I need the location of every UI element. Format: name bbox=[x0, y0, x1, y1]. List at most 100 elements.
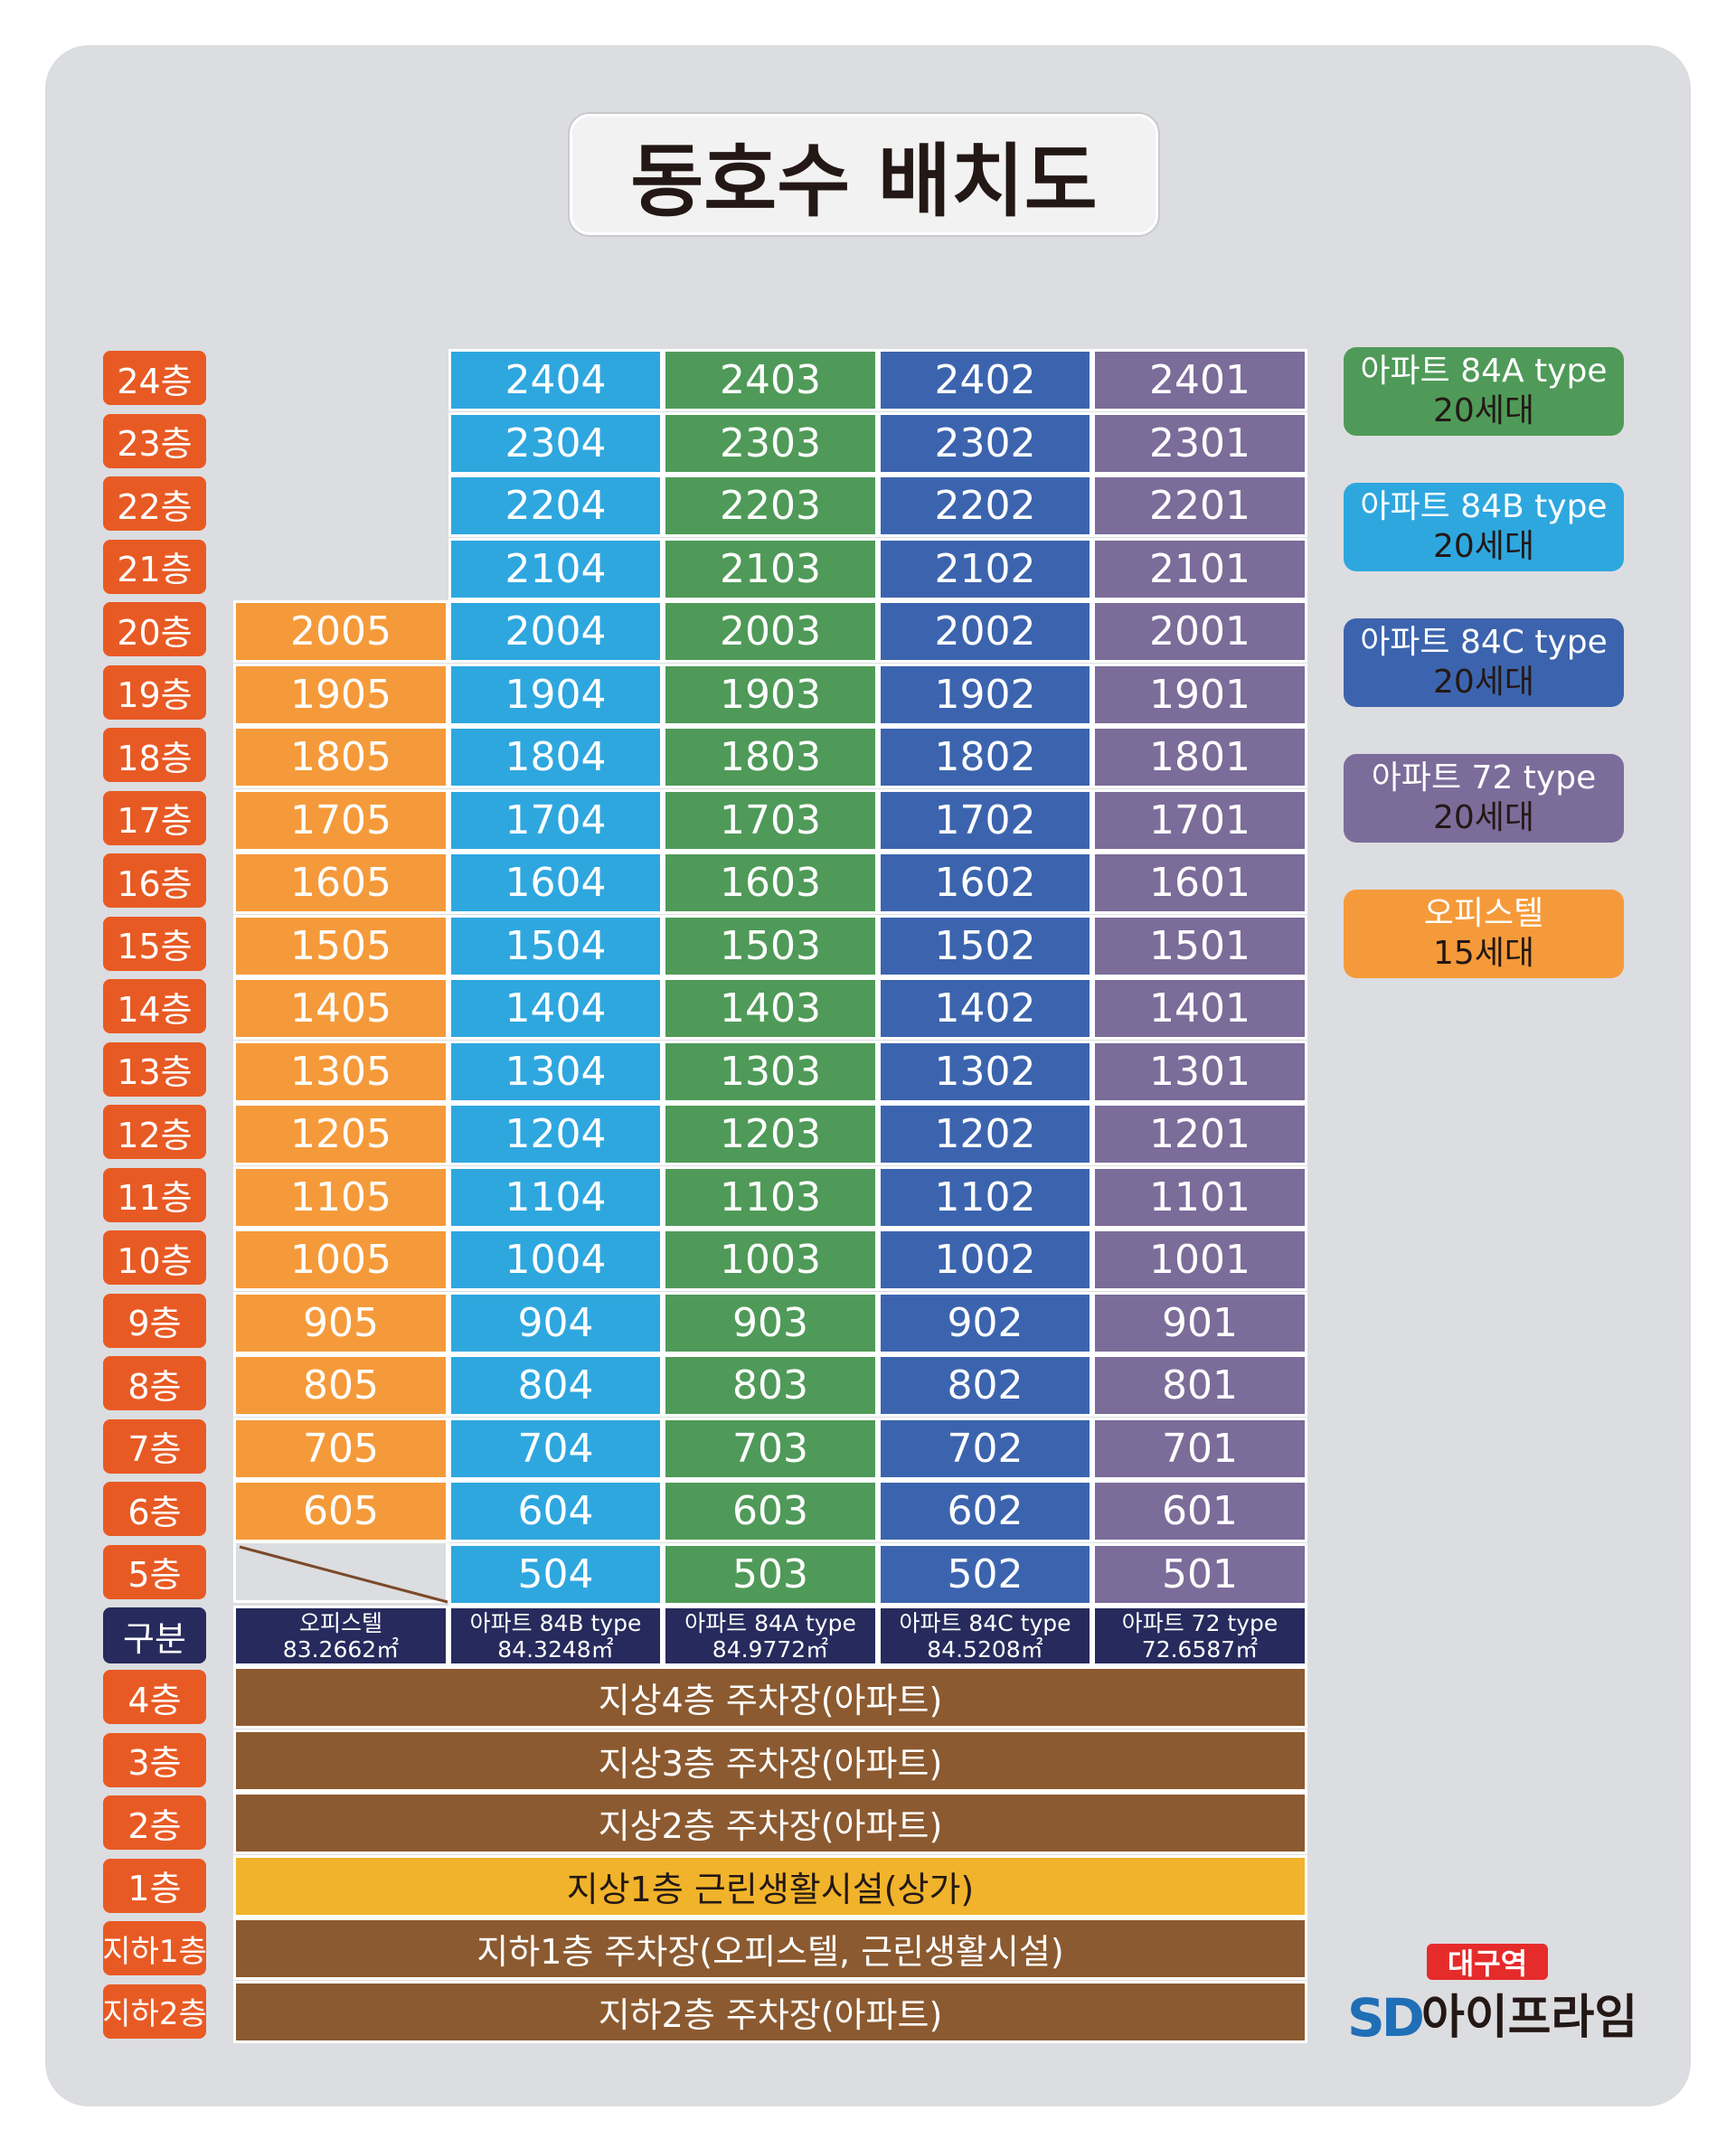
unit-cell: 1403 bbox=[663, 977, 878, 1040]
unit-cell: 1502 bbox=[878, 914, 1092, 977]
unit-cell: 602 bbox=[878, 1480, 1092, 1542]
unit-cell: 1204 bbox=[448, 1103, 663, 1165]
floor-tag: 1층 bbox=[103, 1858, 206, 1913]
floor-tag: 4층 bbox=[103, 1670, 206, 1724]
floor-tag: 7층 bbox=[103, 1418, 206, 1474]
legend-item: 아파트 84C type 20세대 bbox=[1344, 618, 1624, 707]
unit-cell: 1803 bbox=[663, 726, 878, 788]
unit-cell: 1903 bbox=[663, 663, 878, 726]
unit-cell: 1603 bbox=[663, 852, 878, 914]
unit-type: 아파트 72 type bbox=[1121, 1609, 1278, 1636]
unit-cell: 1202 bbox=[878, 1103, 1092, 1165]
floor-tag: 지하2층 bbox=[102, 1984, 207, 2039]
floor-tag: 20층 bbox=[103, 602, 206, 656]
unit-cell: 1301 bbox=[1092, 1040, 1307, 1103]
legend-count: 20세대 bbox=[1432, 664, 1535, 701]
unit-cell: 905 bbox=[233, 1291, 448, 1354]
unit-cell: 801 bbox=[1092, 1354, 1307, 1417]
floor-tag: 21층 bbox=[103, 539, 206, 594]
unit-cell: 1701 bbox=[1092, 788, 1307, 852]
unit-cell: 705 bbox=[233, 1417, 448, 1480]
floor-tag: 14층 bbox=[103, 979, 206, 1033]
unit-cell: 1904 bbox=[448, 663, 663, 726]
unit-cell: 1305 bbox=[233, 1040, 448, 1103]
parking-band: 지하1층 주차장(오피스텔, 근린생활시설) bbox=[233, 1918, 1307, 1980]
unit-cell: 1905 bbox=[233, 663, 448, 726]
unit-cell: 1205 bbox=[233, 1103, 448, 1165]
unit-cell: 2404 bbox=[448, 349, 663, 411]
floor-tag: 11층 bbox=[103, 1167, 206, 1222]
floor-tag: 10층 bbox=[103, 1230, 206, 1285]
unit-cell: 504 bbox=[448, 1542, 663, 1606]
legend-item: 아파트 84B type 20세대 bbox=[1344, 483, 1624, 571]
legend-count: 20세대 bbox=[1432, 799, 1535, 836]
floor-tag: 23층 bbox=[103, 413, 206, 468]
unit-cell: 703 bbox=[663, 1417, 878, 1480]
spec-cell: 아파트 84B type 84.3248㎡ bbox=[448, 1606, 663, 1666]
unit-cell: 1203 bbox=[663, 1103, 878, 1165]
unit-cell: 605 bbox=[233, 1480, 448, 1542]
diagonal-line bbox=[239, 1545, 448, 1604]
unit-cell: 2204 bbox=[448, 475, 663, 537]
unit-cell: 704 bbox=[448, 1417, 663, 1480]
unit-cell: 2102 bbox=[878, 537, 1092, 600]
empty-officetel-5f bbox=[233, 1541, 448, 1604]
unit-cell: 1402 bbox=[878, 977, 1092, 1040]
legend-name: 아파트 84C type bbox=[1360, 624, 1608, 661]
legend-name: 아파트 72 type bbox=[1371, 759, 1597, 796]
floor-tag: 13층 bbox=[103, 1041, 206, 1097]
unit-cell: 1704 bbox=[448, 788, 663, 852]
unit-cell: 2003 bbox=[663, 600, 878, 663]
unit-cell: 1103 bbox=[663, 1165, 878, 1229]
parking-band: 지상3층 주차장(아파트) bbox=[233, 1729, 1307, 1792]
unit-cell: 1505 bbox=[233, 914, 448, 977]
unit-cell: 1304 bbox=[448, 1040, 663, 1103]
floor-tag: 15층 bbox=[103, 916, 206, 971]
unit-cell: 501 bbox=[1092, 1542, 1307, 1606]
legend-count: 15세대 bbox=[1432, 935, 1535, 972]
floor-tag: 12층 bbox=[103, 1105, 206, 1159]
unit-cell: 601 bbox=[1092, 1480, 1307, 1542]
unit-type: 오피스텔 bbox=[298, 1609, 382, 1636]
unit-cell: 2302 bbox=[878, 411, 1092, 475]
unit-cell: 1703 bbox=[663, 788, 878, 852]
unit-cell: 803 bbox=[663, 1354, 878, 1417]
unit-cell: 2202 bbox=[878, 475, 1092, 537]
unit-type: 아파트 84C type bbox=[899, 1609, 1071, 1636]
unit-cell: 2002 bbox=[878, 600, 1092, 663]
unit-cell: 1801 bbox=[1092, 726, 1307, 788]
unit-cell: 901 bbox=[1092, 1291, 1307, 1354]
unit-area: 83.2662㎡ bbox=[282, 1635, 400, 1663]
unit-cell: 1902 bbox=[878, 663, 1092, 726]
unit-cell: 603 bbox=[663, 1480, 878, 1542]
unit-type: 아파트 84A type bbox=[684, 1609, 856, 1636]
unit-cell: 1104 bbox=[448, 1165, 663, 1229]
unit-cell: 1605 bbox=[233, 852, 448, 914]
unit-cell: 1504 bbox=[448, 914, 663, 977]
unit-cell: 1901 bbox=[1092, 663, 1307, 726]
unit-cell: 1601 bbox=[1092, 852, 1307, 914]
unit-cell: 1003 bbox=[663, 1229, 878, 1291]
unit-cell: 1802 bbox=[878, 726, 1092, 788]
legend-name: 아파트 84B type bbox=[1360, 488, 1608, 525]
legend-count: 20세대 bbox=[1432, 528, 1535, 565]
legend-item: 오피스텔 15세대 bbox=[1344, 890, 1624, 978]
unit-cell: 1101 bbox=[1092, 1165, 1307, 1229]
unit-cell: 903 bbox=[663, 1291, 878, 1354]
unit-cell: 1702 bbox=[878, 788, 1092, 852]
unit-cell: 2203 bbox=[663, 475, 878, 537]
floor-tag: 8층 bbox=[103, 1356, 206, 1410]
unit-cell: 1705 bbox=[233, 788, 448, 852]
floor-tag: 지하1층 bbox=[102, 1921, 207, 1975]
legend-name: 아파트 84A type bbox=[1360, 353, 1608, 390]
floor-tag: 18층 bbox=[103, 728, 206, 782]
unit-cell: 1602 bbox=[878, 852, 1092, 914]
brand-name: 아이프라임 bbox=[1421, 1991, 1638, 2045]
unit-cell: 2304 bbox=[448, 411, 663, 475]
unit-cell: 1001 bbox=[1092, 1229, 1307, 1291]
legend-item: 아파트 72 type 20세대 bbox=[1344, 754, 1624, 843]
unit-cell: 1401 bbox=[1092, 977, 1307, 1040]
page-title: 동호수 배치도 bbox=[570, 114, 1158, 235]
floor-tag: 16층 bbox=[103, 853, 206, 908]
unit-cell: 2005 bbox=[233, 600, 448, 663]
